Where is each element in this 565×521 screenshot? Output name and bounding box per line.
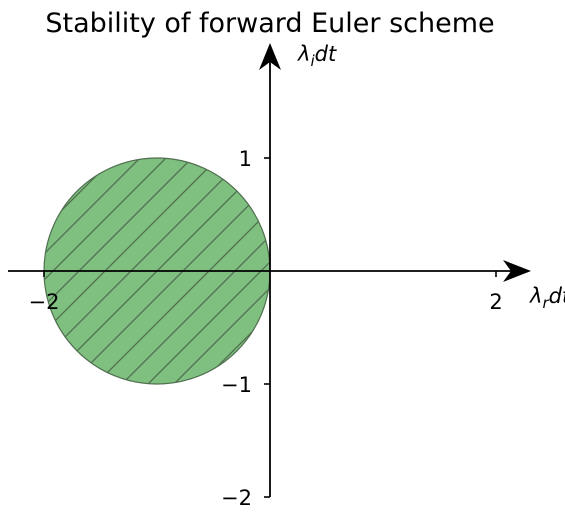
x-tick-label: −2 [29, 290, 60, 314]
tick-marks: −2 2 1 −1 −2 [29, 147, 503, 510]
y-tick-label: 1 [239, 147, 252, 171]
y-axis-label: λidt [297, 42, 337, 70]
y-axis-label-sub: i [310, 52, 315, 70]
x-axis-label-sub: r [542, 294, 549, 312]
x-axis-label: λrdt [529, 284, 565, 312]
y-tick-label: −1 [221, 373, 252, 397]
axes [8, 43, 531, 497]
y-tick-label: −2 [221, 486, 252, 510]
x-tick-label: 2 [489, 290, 502, 314]
y-axis-label-rest: dt [315, 42, 337, 66]
x-axis-label-rest: dt [549, 284, 565, 308]
y-axis-label-base: λ [297, 42, 310, 66]
hatch-line [136, 158, 270, 384]
y-axis-arrowhead [259, 43, 281, 70]
chart-title: Stability of forward Euler scheme [45, 8, 494, 39]
x-axis-arrowhead [503, 260, 531, 282]
x-axis-label-base: λ [529, 284, 542, 308]
hatch-line [44, 158, 178, 384]
